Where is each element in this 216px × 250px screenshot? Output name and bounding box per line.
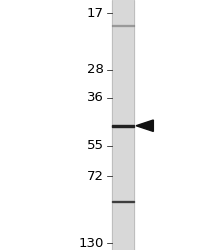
Text: 17: 17	[87, 7, 104, 20]
Text: 72: 72	[87, 170, 104, 183]
Polygon shape	[136, 120, 153, 132]
Text: 55: 55	[87, 140, 104, 152]
Bar	[112, 0, 134, 250]
Text: 36: 36	[87, 92, 104, 104]
Text: 28: 28	[87, 63, 104, 76]
Bar	[112, 125, 134, 127]
Bar	[112, 25, 134, 26]
Bar	[112, 201, 134, 202]
Text: 130: 130	[78, 237, 104, 250]
